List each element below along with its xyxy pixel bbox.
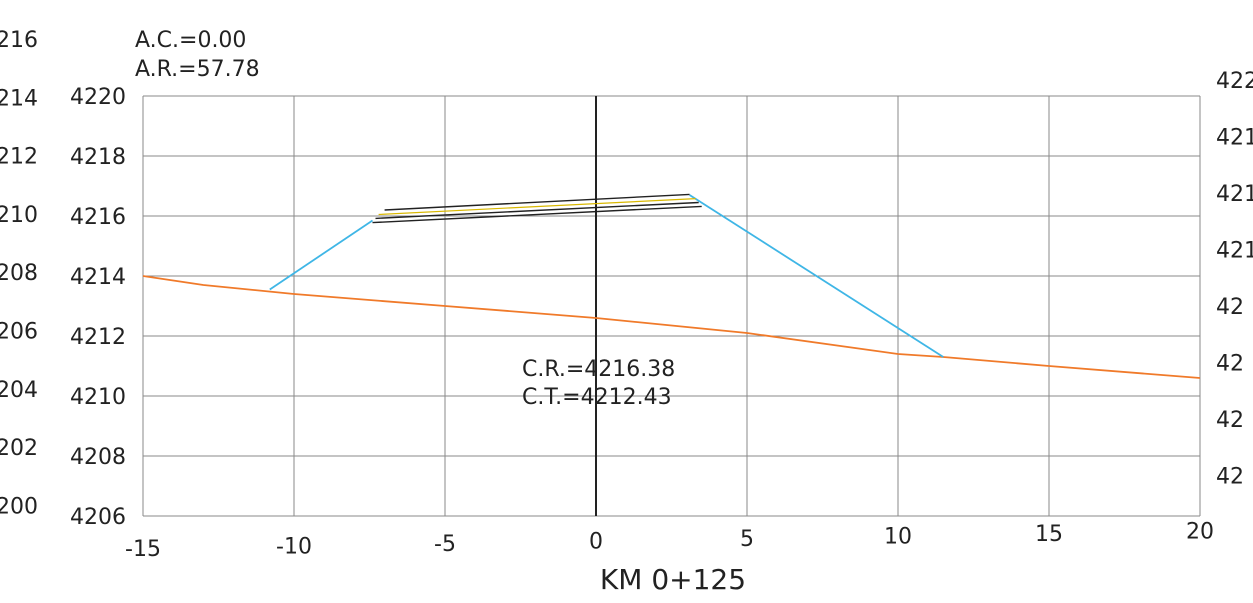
pavement-layer-3-line bbox=[372, 205, 702, 224]
x-tick-label: 20 bbox=[1186, 520, 1214, 545]
outer-left-tick-label: 216 bbox=[0, 28, 38, 53]
left-tick-label: 4216 bbox=[70, 205, 126, 230]
ac-label: A.C.=0.00 bbox=[135, 28, 246, 53]
ct-label: C.T.=4212.43 bbox=[522, 385, 672, 410]
x-tick-label: 5 bbox=[740, 527, 754, 552]
grid bbox=[142, 95, 1201, 517]
outer-left-tick-label: 200 bbox=[0, 494, 38, 519]
pavement-top-line bbox=[384, 193, 690, 211]
left-tick-label: 4214 bbox=[70, 265, 126, 290]
right-tick-label: 421 bbox=[1216, 239, 1253, 264]
x-tick-label: 0 bbox=[589, 530, 603, 555]
cr-label: C.R.=4216.38 bbox=[522, 357, 675, 382]
outer-left-tick-label: 202 bbox=[0, 436, 38, 461]
right-tick-label: 422 bbox=[1216, 69, 1253, 94]
left-tick-label: 4218 bbox=[70, 145, 126, 170]
x-tick-label: -5 bbox=[434, 532, 456, 557]
outer-left-tick-label: 210 bbox=[0, 203, 38, 228]
outer-left-tick-label: 208 bbox=[0, 261, 38, 286]
outer-left-tick-label: 206 bbox=[0, 320, 38, 345]
left-tick-label: 4206 bbox=[70, 505, 126, 530]
left-tick-label: 4208 bbox=[70, 445, 126, 470]
right-tick-label: 42 bbox=[1216, 352, 1244, 377]
tick-labels: 4220421842164214421242104208420621621421… bbox=[0, 28, 1253, 562]
right-tick-label: 421 bbox=[1216, 182, 1253, 207]
ar-label: A.R.=57.78 bbox=[135, 57, 260, 82]
terrain-line bbox=[142, 275, 1201, 379]
outer-left-tick-label: 214 bbox=[0, 86, 38, 111]
pavement-layer-1-line bbox=[378, 198, 696, 216]
left-tick-label: 4220 bbox=[70, 85, 126, 110]
right-tick-label: 42 bbox=[1216, 408, 1244, 433]
x-tick-label: -15 bbox=[125, 537, 161, 562]
outer-left-tick-label: 204 bbox=[0, 378, 38, 403]
pavement-layer-2-line bbox=[375, 201, 699, 220]
series-layer bbox=[142, 193, 1201, 379]
outer-left-tick-label: 212 bbox=[0, 145, 38, 170]
right-slope-line bbox=[689, 194, 944, 358]
right-tick-label: 42 bbox=[1216, 465, 1244, 490]
left-tick-label: 4212 bbox=[70, 325, 126, 350]
x-tick-label: 15 bbox=[1035, 522, 1063, 547]
x-tick-label: 10 bbox=[884, 525, 912, 550]
right-tick-label: 421 bbox=[1216, 126, 1253, 151]
left-tick-label: 4210 bbox=[70, 385, 126, 410]
x-tick-label: -10 bbox=[276, 535, 312, 560]
station-label: KM 0+125 bbox=[600, 563, 746, 596]
left-slope-line bbox=[269, 219, 374, 291]
right-tick-label: 42 bbox=[1216, 295, 1244, 320]
